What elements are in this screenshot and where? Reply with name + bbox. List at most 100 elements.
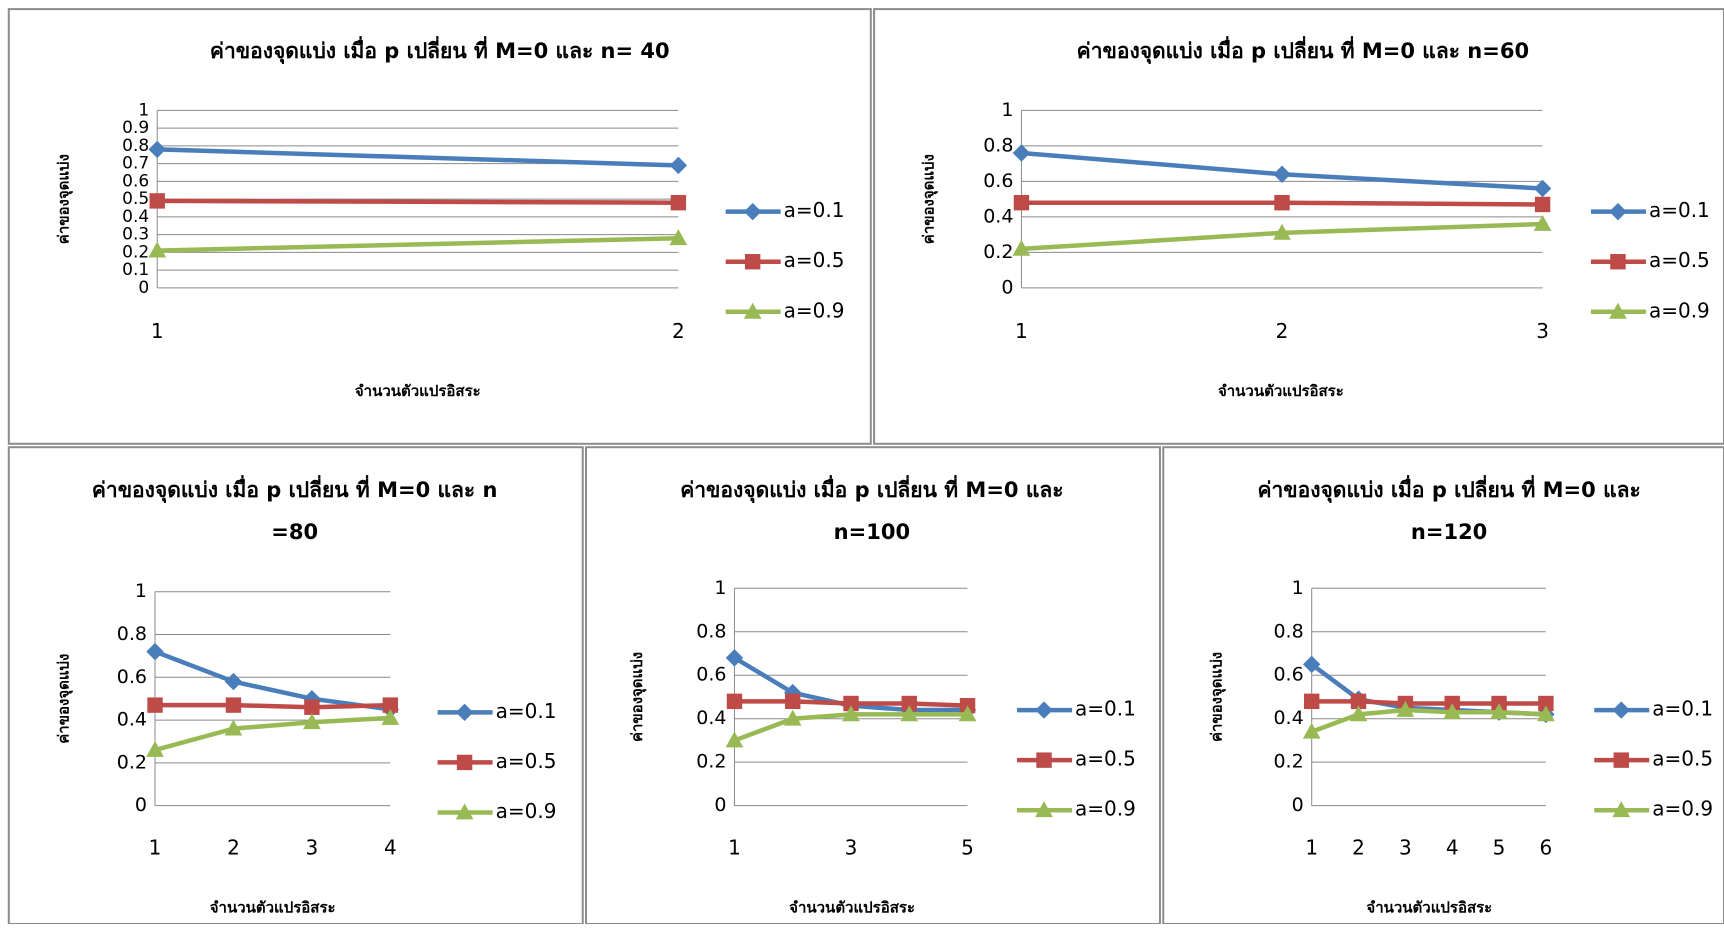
- diamond-marker: [1613, 702, 1629, 718]
- legend-label: a=0.9: [1649, 298, 1710, 322]
- series-line: [1312, 701, 1546, 703]
- series-line: [155, 718, 390, 750]
- x-tick-label: 4: [1446, 835, 1459, 859]
- square-marker: [1275, 195, 1289, 209]
- y-tick-label: 0.2: [983, 241, 1013, 263]
- y-tick-label: 0.5: [122, 189, 149, 209]
- x-tick-label: 5: [1493, 835, 1506, 859]
- diamond-marker: [1274, 166, 1290, 182]
- chart-panel: ค่าของจุดแบ่ง เมื่อ p เปลี่ยน ที่ M=0 แล…: [9, 9, 871, 444]
- x-tick-label: 1: [1015, 319, 1028, 343]
- y-tick-label: 0.7: [122, 154, 149, 174]
- y-tick-label: 0.6: [1273, 664, 1303, 686]
- y-tick-label: 0.9: [122, 118, 149, 138]
- y-axis-label: ค่าของจุดแบ่ง: [1208, 652, 1227, 742]
- y-tick-label: 0.6: [122, 171, 149, 191]
- legend-label: a=0.5: [496, 749, 557, 773]
- x-tick-label: 3: [306, 835, 319, 859]
- title-box: ค่าของจุดแบ่ง เมื่อ p เปลี่ยน ที่ M=0 แล…: [1229, 469, 1669, 569]
- y-tick-label: 0: [1292, 794, 1304, 816]
- legend-label: a=0.5: [1075, 747, 1136, 771]
- diamond-marker: [1610, 204, 1626, 220]
- y-axis-label: ค่าของจุดแบ่ง: [628, 652, 647, 742]
- y-tick-label: 0.1: [122, 260, 149, 280]
- x-tick-label: 3: [1536, 319, 1549, 343]
- chart-title: ค่าของจุดแบ่ง เมื่อ p เปลี่ยน ที่ M=0 แล…: [1229, 469, 1669, 553]
- y-tick-label: 0.8: [983, 134, 1013, 156]
- legend-label: a=0.1: [784, 198, 845, 222]
- x-axis-label: จำนวนตัวแปรอิสระ: [789, 899, 915, 917]
- square-marker: [457, 755, 471, 769]
- x-tick-label: 1: [1305, 835, 1318, 859]
- y-tick-label: 1: [1292, 577, 1304, 599]
- legend-label: a=0.1: [1652, 697, 1713, 721]
- chart-title: ค่าของจุดแบ่ง เมื่อ p เปลี่ยน ที่ M=0 แล…: [652, 469, 1092, 553]
- diamond-marker: [1535, 180, 1551, 196]
- x-tick-label: 6: [1540, 835, 1553, 859]
- x-tick-label: 1: [728, 835, 741, 859]
- y-tick-label: 0: [1001, 276, 1013, 298]
- diamond-marker: [1036, 702, 1052, 718]
- series-line: [1312, 664, 1546, 714]
- x-tick-label: 2: [1352, 835, 1365, 859]
- x-tick-label: 3: [845, 835, 858, 859]
- diamond-marker: [1013, 145, 1029, 161]
- square-marker: [1014, 195, 1028, 209]
- square-marker: [150, 194, 164, 208]
- diamond-marker: [149, 141, 165, 157]
- y-tick-label: 0: [714, 794, 726, 816]
- square-marker: [305, 700, 319, 714]
- y-tick-label: 0.8: [122, 136, 149, 156]
- square-marker: [1304, 694, 1318, 708]
- title-box: ค่าของจุดแบ่ง เมื่อ p เปลี่ยน ที่ M=0 แล…: [67, 469, 523, 569]
- x-tick-label: 2: [1276, 319, 1289, 343]
- square-marker: [148, 698, 162, 712]
- square-marker: [226, 698, 240, 712]
- x-tick-label: 5: [961, 835, 974, 859]
- square-marker: [727, 694, 741, 708]
- chart-title: ค่าของจุดแบ่ง เมื่อ p เปลี่ยน ที่ M=0 แล…: [88, 30, 792, 72]
- y-tick-label: 0.6: [983, 170, 1013, 192]
- y-tick-label: 0.6: [117, 666, 147, 688]
- title-box: ค่าของจุดแบ่ง เมื่อ p เปลี่ยน ที่ M=0 แล…: [652, 469, 1092, 569]
- y-axis-label: ค่าของจุดแบ่ง: [54, 654, 73, 744]
- square-marker: [671, 195, 685, 209]
- diamond-marker: [670, 157, 686, 173]
- y-tick-label: 1: [714, 577, 726, 599]
- x-axis-label: จำนวนตัวแปรอิสระ: [1218, 382, 1344, 400]
- x-tick-label: 1: [151, 319, 164, 343]
- chart-panel: ค่าของจุดแบ่ง เมื่อ p เปลี่ยน ที่ M=0 แล…: [874, 9, 1724, 444]
- x-axis-label: จำนวนตัวแปรอิสระ: [355, 382, 481, 400]
- y-axis-label: ค่าของจุดแบ่ง: [920, 154, 939, 244]
- diamond-marker: [457, 704, 473, 720]
- series-line: [155, 652, 390, 710]
- series-line: [155, 705, 390, 707]
- x-tick-label: 1: [149, 835, 162, 859]
- square-marker: [1037, 753, 1051, 767]
- y-tick-label: 1: [138, 100, 149, 120]
- title-box: ค่าของจุดแบ่ง เมื่อ p เปลี่ยน ที่ M=0 แล…: [88, 30, 792, 130]
- y-tick-label: 0.2: [696, 751, 726, 773]
- y-tick-label: 0: [135, 794, 147, 816]
- y-tick-label: 0.4: [122, 207, 149, 227]
- diamond-marker: [745, 204, 761, 220]
- chart-page: ค่าของจุดแบ่ง เมื่อ p เปลี่ยน ที่ M=0 แล…: [0, 0, 1724, 924]
- square-marker: [1614, 753, 1628, 767]
- y-tick-label: 0.8: [696, 620, 726, 642]
- y-tick-label: 0.2: [1273, 751, 1303, 773]
- y-tick-label: 0.4: [696, 707, 726, 729]
- x-tick-label: 3: [1399, 835, 1412, 859]
- y-tick-label: 0.2: [122, 242, 149, 262]
- legend-label: a=0.5: [1649, 248, 1710, 272]
- y-tick-label: 0.8: [1273, 620, 1303, 642]
- series-line: [157, 201, 678, 203]
- chart-panel: ค่าของจุดแบ่ง เมื่อ p เปลี่ยน ที่ M=0 แล…: [9, 447, 583, 924]
- x-axis-label: จำนวนตัวแปรอิสระ: [210, 899, 336, 917]
- legend-label: a=0.9: [496, 799, 557, 823]
- legend-label: a=0.1: [496, 699, 557, 723]
- y-tick-label: 0.4: [117, 709, 147, 731]
- title-box: ค่าของจุดแบ่ง เมื่อ p เปลี่ยน ที่ M=0 แล…: [951, 30, 1655, 130]
- legend-label: a=0.9: [784, 298, 845, 322]
- legend-label: a=0.1: [1649, 198, 1710, 222]
- y-axis-label: ค่าของจุดแบ่ง: [54, 154, 73, 244]
